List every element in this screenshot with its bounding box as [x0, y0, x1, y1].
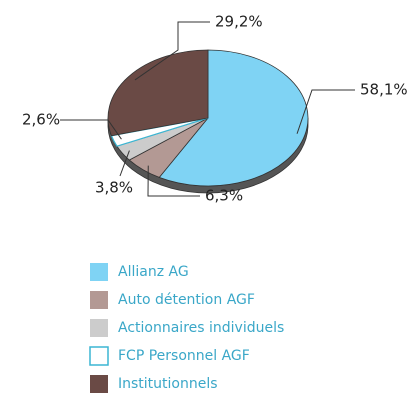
- legend-label: Allianz AG: [118, 264, 189, 280]
- data-label: 3,8%: [95, 179, 133, 197]
- legend-label: Actionnaires individuels: [118, 320, 284, 336]
- legend-swatch: [90, 263, 108, 281]
- leader-line: [119, 150, 130, 177]
- pie-slice: [107, 49, 209, 137]
- leader-line: [296, 89, 355, 134]
- leader-line: [134, 21, 210, 81]
- legend-label: Auto détention AGF: [118, 292, 255, 308]
- leader-line: [147, 165, 200, 197]
- leader-line: [60, 119, 122, 140]
- data-label: 58,1%: [360, 81, 408, 99]
- legend-swatch: [90, 291, 108, 309]
- legend-label: FCP Personnel AGF: [118, 348, 250, 364]
- legend-swatch: [90, 375, 108, 393]
- data-label: 29,2%: [215, 13, 263, 31]
- legend-swatch: [90, 319, 108, 337]
- legend-swatch: [89, 346, 109, 366]
- legend-label: Institutionnels: [118, 376, 218, 392]
- data-label: 6,3%: [205, 187, 243, 205]
- data-label: 2,6%: [22, 111, 60, 129]
- pie-slice: [158, 49, 309, 187]
